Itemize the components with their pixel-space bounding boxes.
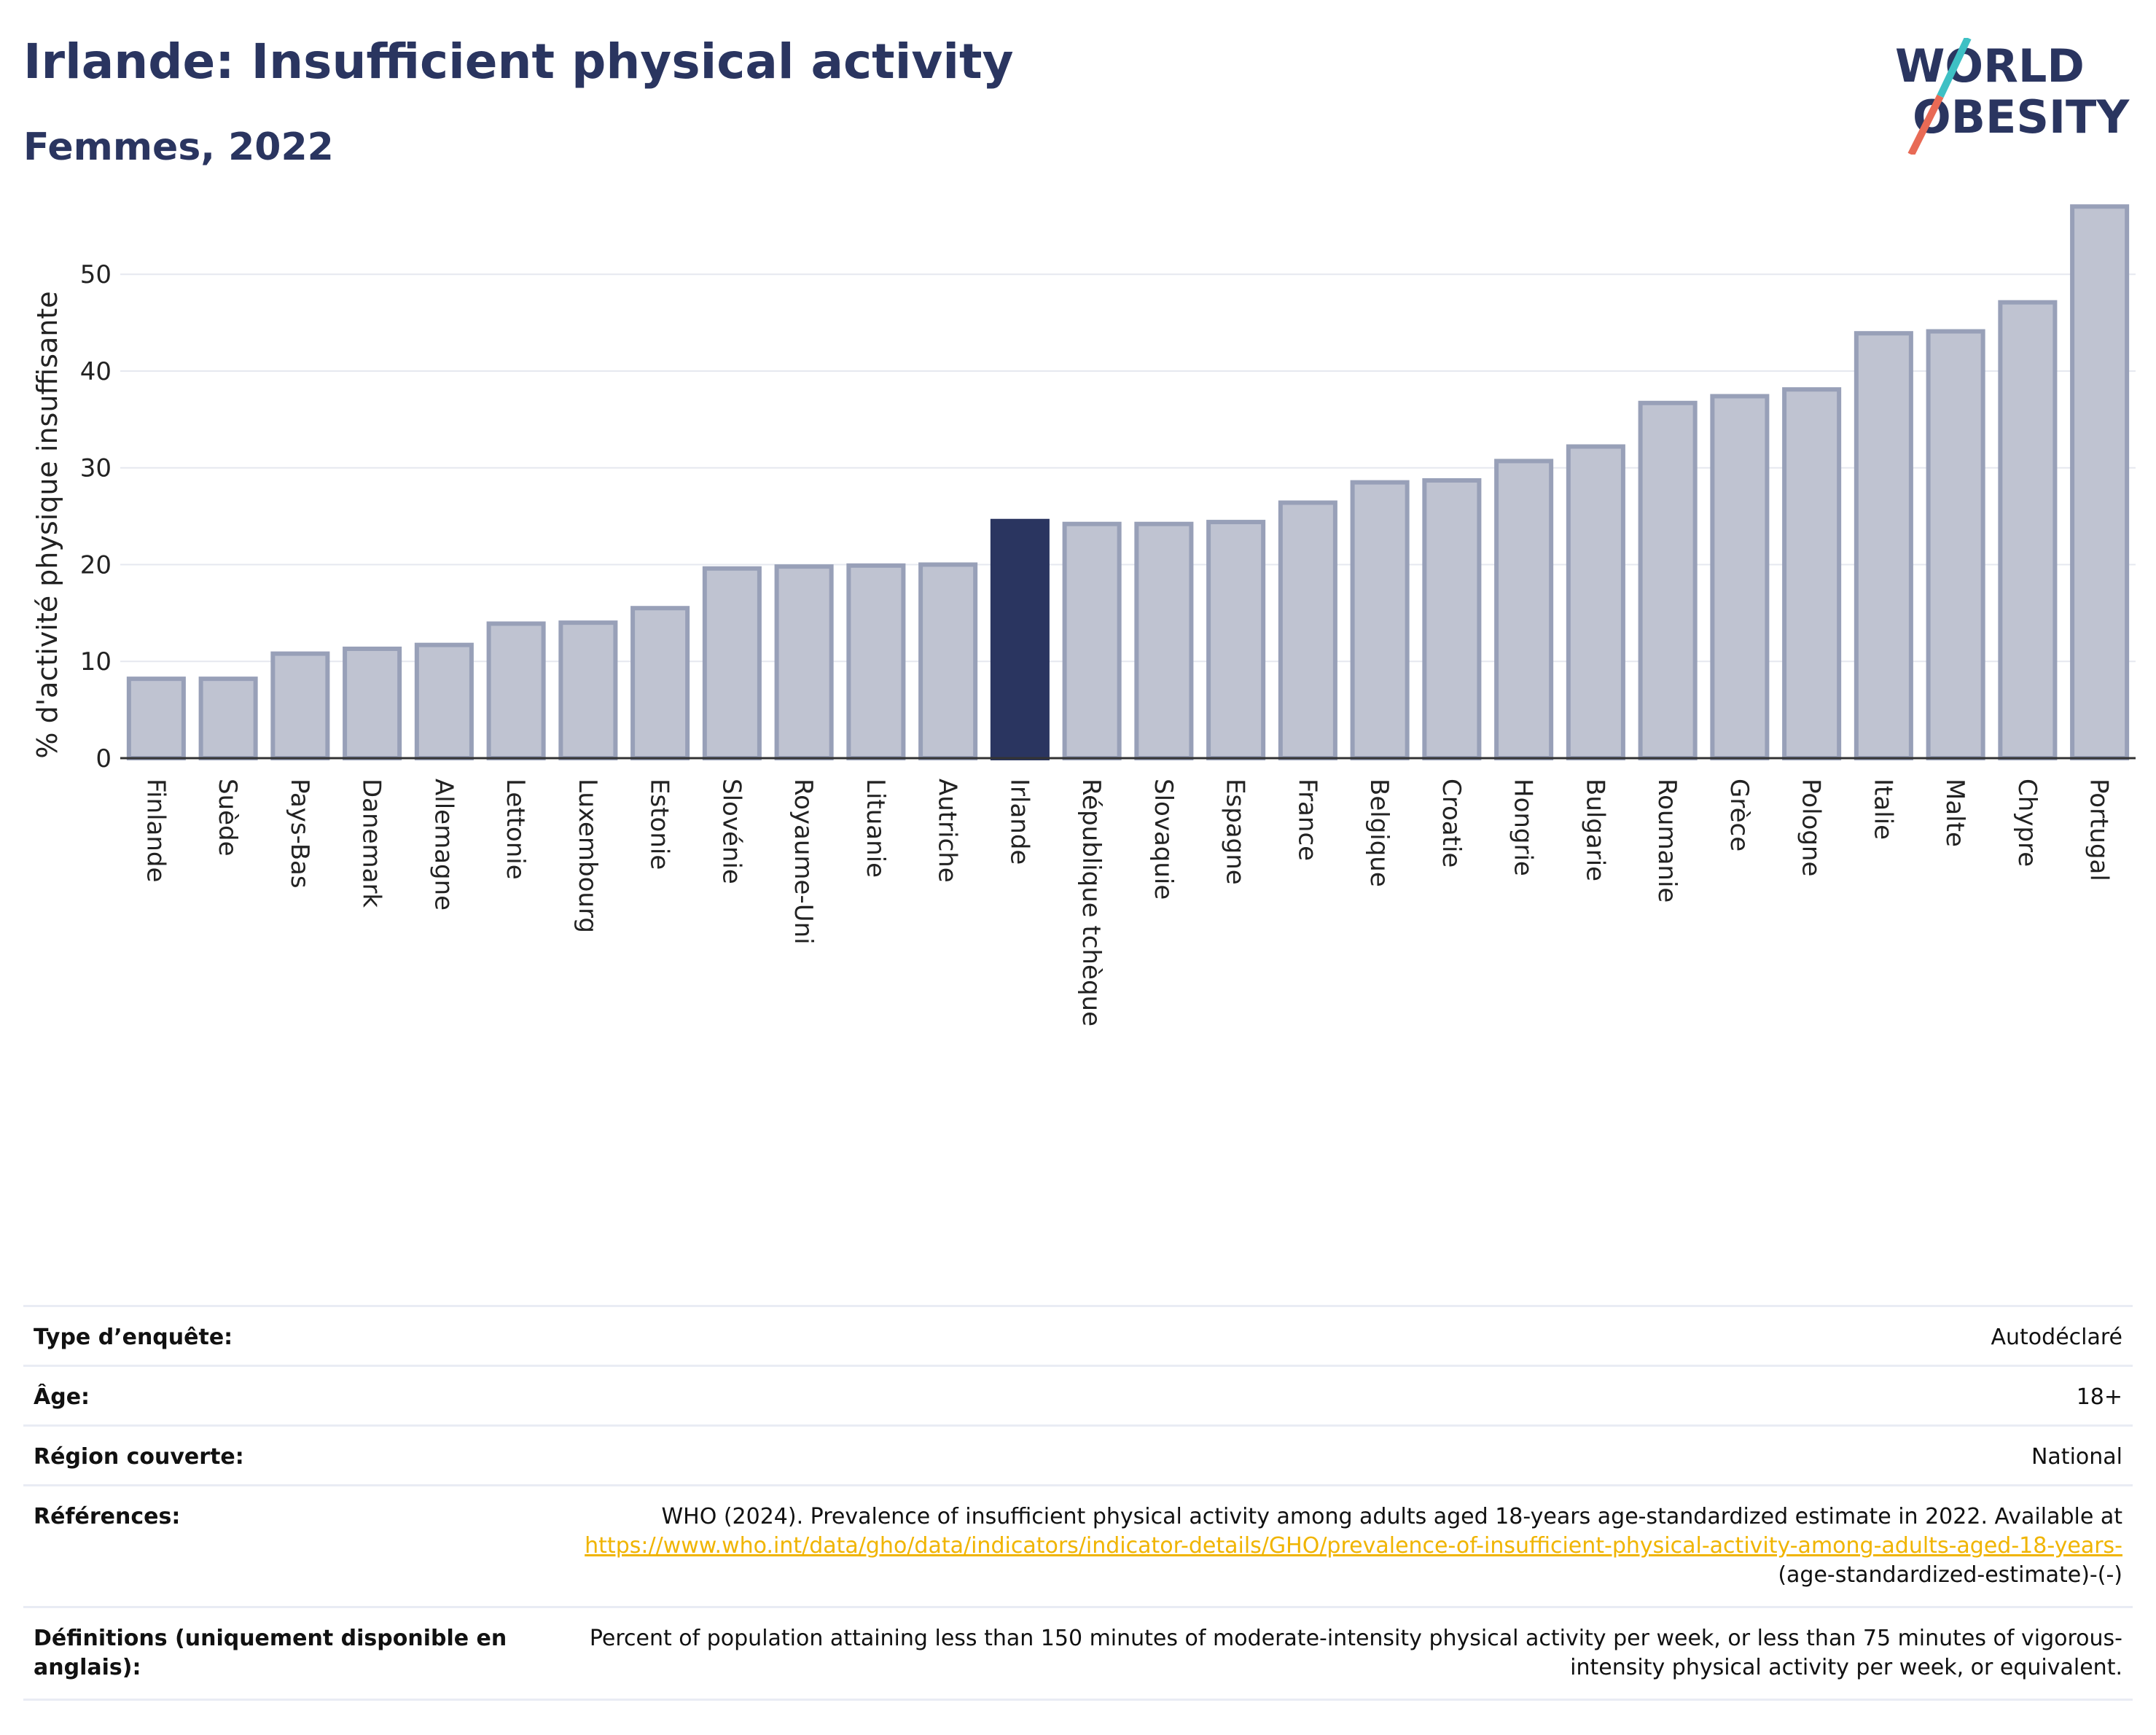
bar: [1206, 520, 1266, 760]
x-tick-label: Irlande: [1004, 779, 1034, 865]
y-tick-label: 30: [80, 454, 112, 483]
bar: [1638, 400, 1698, 761]
meta-key: Type d’enquête:: [34, 1325, 233, 1350]
bar: [1422, 477, 1482, 761]
x-tick-label: Pologne: [1797, 779, 1826, 876]
meta-key: Région couverte:: [34, 1444, 244, 1470]
x-tick-label: Lituanie: [861, 779, 890, 878]
y-tick-label: 10: [80, 647, 112, 677]
bar: [2070, 204, 2130, 760]
y-tick-label: 40: [80, 357, 112, 386]
meta-row-survey-type: Type d’enquête: Autodéclaré: [23, 1306, 2133, 1366]
meta-value: WHO (2024). Prevalence of insufficient p…: [539, 1486, 2133, 1607]
x-tick-label: Luxembourg: [573, 779, 602, 933]
meta-row-age: Âge: 18+: [23, 1365, 2133, 1426]
x-tick-label: Portugal: [2085, 779, 2114, 881]
page-subtitle: Femmes, 2022: [23, 125, 334, 169]
meta-key: Références:: [34, 1504, 181, 1529]
bar: [343, 646, 402, 761]
metadata-table: Type d’enquête: Autodéclaré Âge: 18+ Rég…: [23, 1305, 2133, 1701]
x-tick-label: Allemagne: [429, 779, 458, 911]
bar: [270, 651, 330, 760]
bar: [1926, 329, 1985, 760]
meta-value: National: [2031, 1444, 2122, 1470]
bar: [846, 563, 906, 761]
x-tick-label: Roumanie: [1652, 779, 1682, 902]
x-tick-label: Grèce: [1725, 779, 1754, 851]
meta-row-region: Région couverte: National: [23, 1425, 2133, 1486]
bar: [1278, 500, 1337, 760]
x-tick-label: Finlande: [141, 779, 170, 882]
x-tick-label: Slovaquie: [1149, 779, 1178, 900]
y-axis: 0 10 20 30 40 50: [80, 260, 112, 773]
bar-chart: 0 10 20 30 40 50 Finlande Suède Pays-Bas Danemar…: [31, 204, 2136, 1026]
x-axis: Finlande Suède Pays-Bas Danemark Allemagne Le…: [120, 757, 2136, 1026]
page-title: Irlande: Insufficient physical activity: [23, 34, 1014, 90]
bar: [774, 564, 834, 760]
bar: [1854, 331, 1913, 761]
bar: [1062, 521, 1122, 760]
bar: [1134, 521, 1194, 760]
bar: [702, 566, 762, 760]
x-tick-label: Italie: [1868, 779, 1897, 840]
bar-highlight: [990, 518, 1050, 760]
logo-line1: WORLD: [1895, 39, 2085, 93]
bar: [198, 677, 258, 761]
bars: [126, 204, 2130, 761]
x-tick-label: Espagne: [1221, 779, 1250, 885]
world-obesity-logo: WORLD OBESITY: [1895, 38, 2130, 155]
x-tick-label: Suède: [213, 779, 242, 857]
bar: [1710, 394, 1770, 761]
bar: [486, 621, 546, 760]
reference-link[interactable]: https://www.who.int/data/gho/data/indica…: [585, 1533, 2122, 1559]
bar: [1566, 444, 1625, 760]
x-tick-label: Royaume-Uni: [789, 779, 818, 945]
bar: [1782, 387, 1842, 760]
bar: [558, 620, 618, 761]
x-tick-label: Chypre: [2012, 779, 2042, 867]
meta-value: Autodéclaré: [1991, 1325, 2123, 1350]
logo-line2: OBESITY: [1913, 90, 2130, 144]
x-tick-label: Hongrie: [1509, 779, 1538, 876]
y-tick-label: 20: [80, 550, 112, 580]
meta-row-references: Références: WHO (2024). Prevalence of in…: [23, 1485, 2133, 1607]
logo-slash-bottom: [1907, 94, 1944, 155]
x-tick-label: France: [1292, 779, 1321, 861]
x-tick-label: Belgique: [1364, 779, 1394, 887]
meta-row-definitions: Définitions (uniquement disponible en an…: [23, 1607, 2133, 1700]
bar: [1350, 480, 1410, 760]
x-tick-label: Pays-Bas: [285, 779, 314, 889]
x-tick-label: Estonie: [645, 779, 674, 870]
bar: [630, 606, 690, 760]
meta-key: Âge:: [34, 1384, 90, 1410]
x-tick-label: Croatie: [1437, 779, 1466, 868]
x-tick-label: Autriche: [933, 779, 962, 883]
reference-text: WHO (2024). Prevalence of insufficient p…: [661, 1504, 2122, 1529]
meta-value: Percent of population attaining less tha…: [589, 1626, 2122, 1680]
x-tick-label: République tchèque: [1077, 779, 1106, 1026]
bar: [918, 562, 978, 761]
bar: [414, 642, 474, 761]
meta-value: 18+: [2076, 1384, 2122, 1410]
bar: [1998, 300, 2058, 760]
x-tick-label: Lettonie: [501, 779, 530, 880]
y-tick-label: 0: [95, 744, 112, 773]
x-tick-label: Malte: [1940, 779, 1969, 847]
x-tick-label: Bulgarie: [1580, 779, 1609, 881]
meta-key: Définitions (uniquement disponible en an…: [34, 1626, 507, 1680]
y-axis-label: % d'activité physique insuffisante: [31, 291, 63, 758]
y-tick-label: 50: [80, 260, 112, 289]
x-tick-label: Slovénie: [716, 779, 746, 884]
x-tick-label: Danemark: [357, 779, 386, 908]
bar: [126, 677, 186, 761]
bar: [1494, 459, 1554, 760]
reference-suffix: (age-standardized-estimate)-(-): [1778, 1562, 2122, 1588]
logo-slash-top: [1937, 38, 1972, 98]
